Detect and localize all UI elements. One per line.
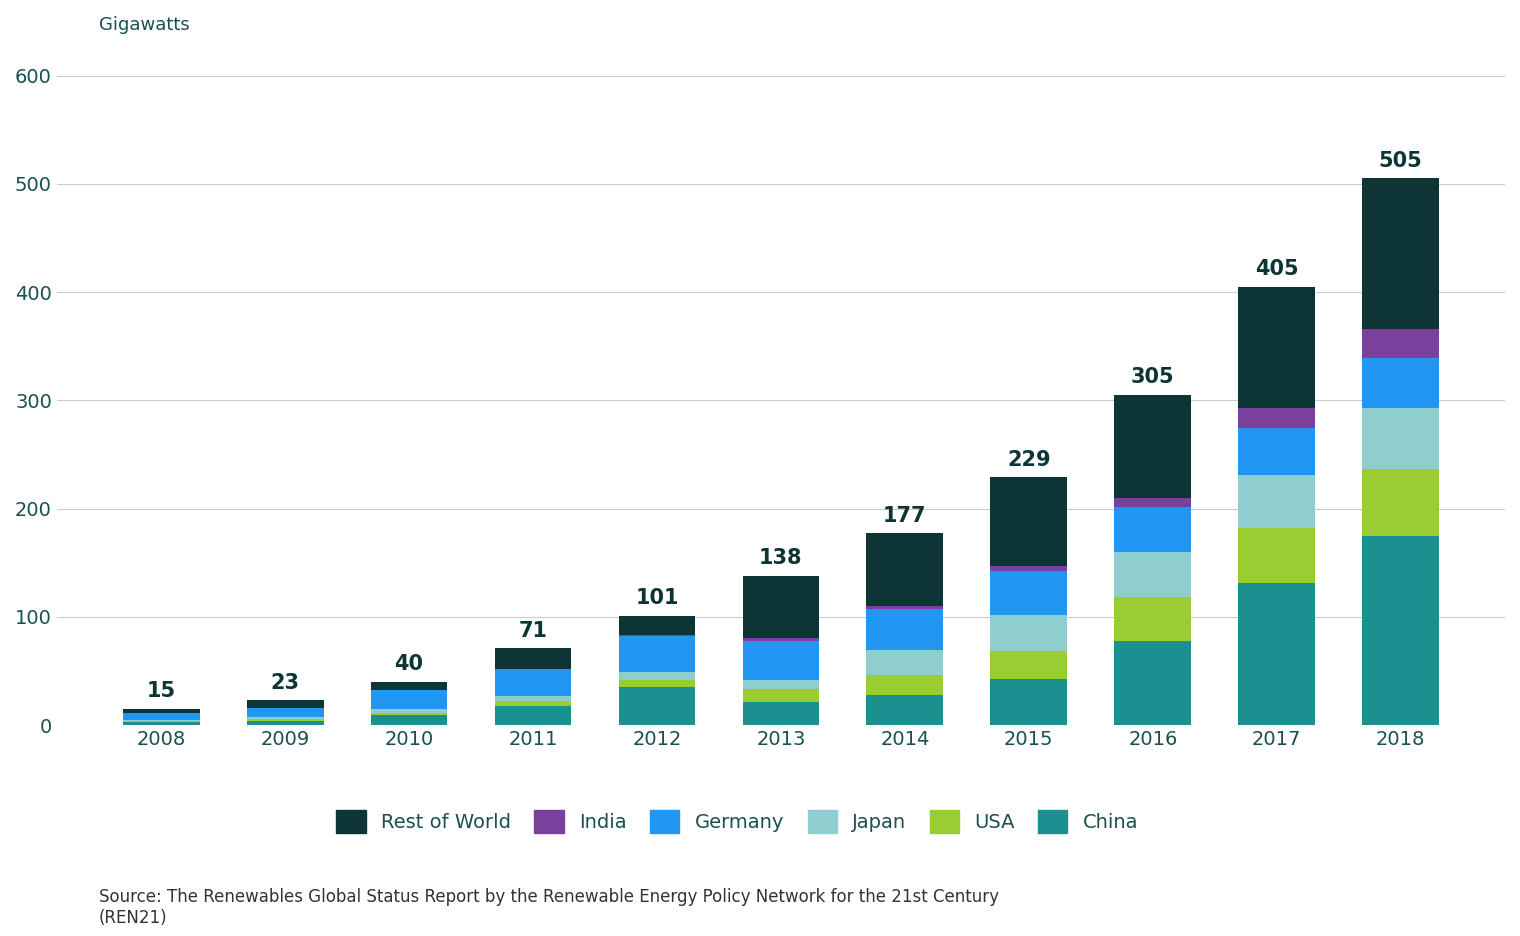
Bar <box>1114 552 1192 597</box>
Bar <box>123 722 199 725</box>
Text: 305: 305 <box>1131 367 1175 388</box>
Bar <box>619 616 695 636</box>
Bar <box>494 706 572 725</box>
Bar <box>494 701 572 706</box>
Text: 40: 40 <box>395 654 424 674</box>
Bar <box>246 718 324 719</box>
Bar <box>123 721 199 722</box>
Text: Gigawatts: Gigawatts <box>99 17 190 35</box>
Bar <box>371 691 447 709</box>
Bar <box>742 640 819 680</box>
Bar <box>1114 498 1192 507</box>
Bar <box>619 636 695 672</box>
Bar <box>866 675 944 695</box>
Bar <box>619 687 695 725</box>
Bar <box>1362 535 1439 725</box>
Bar <box>619 672 695 680</box>
Bar <box>1114 395 1192 498</box>
Bar <box>246 708 324 718</box>
Bar <box>866 651 944 675</box>
Bar <box>991 651 1067 679</box>
Bar <box>991 679 1067 725</box>
Bar <box>1239 286 1315 408</box>
Bar <box>1239 528 1315 583</box>
Bar <box>494 695 572 701</box>
Bar <box>1239 429 1315 475</box>
Bar <box>1114 597 1192 640</box>
Bar <box>866 695 944 725</box>
Bar <box>1362 469 1439 535</box>
Bar <box>371 709 447 713</box>
Bar <box>866 534 944 606</box>
Bar <box>371 713 447 715</box>
Text: 505: 505 <box>1379 151 1423 171</box>
Bar <box>246 719 324 721</box>
Bar <box>1362 179 1439 329</box>
Text: 71: 71 <box>518 621 547 640</box>
Text: 229: 229 <box>1008 449 1050 470</box>
Text: 101: 101 <box>635 588 679 608</box>
Bar <box>991 571 1067 615</box>
Bar <box>742 576 819 638</box>
Bar <box>494 668 572 695</box>
Bar <box>866 606 944 609</box>
Bar <box>123 709 199 713</box>
Text: 138: 138 <box>758 548 803 568</box>
Text: 15: 15 <box>146 681 176 701</box>
Text: 405: 405 <box>1256 259 1298 279</box>
Bar <box>1114 640 1192 725</box>
Bar <box>123 713 199 720</box>
Bar <box>246 700 324 708</box>
Text: 177: 177 <box>883 505 927 526</box>
Bar <box>1362 358 1439 408</box>
Bar <box>123 720 199 721</box>
Bar <box>371 715 447 725</box>
Bar <box>1114 507 1192 552</box>
Bar <box>742 702 819 725</box>
Bar <box>371 681 447 691</box>
Bar <box>866 609 944 651</box>
Bar <box>991 477 1067 566</box>
Bar <box>742 680 819 689</box>
Bar <box>1239 583 1315 725</box>
Bar <box>991 566 1067 571</box>
Bar <box>1239 475 1315 528</box>
Bar <box>742 638 819 640</box>
Bar <box>1362 329 1439 358</box>
Bar <box>1239 408 1315 429</box>
Bar <box>742 689 819 702</box>
Bar <box>1362 408 1439 469</box>
Legend: Rest of World, India, Germany, Japan, USA, China: Rest of World, India, Germany, Japan, US… <box>328 802 1146 841</box>
Bar <box>246 721 324 725</box>
Bar <box>619 680 695 687</box>
Bar <box>494 649 572 668</box>
Text: 23: 23 <box>271 673 299 693</box>
Text: Source: The Renewables Global Status Report by the Renewable Energy Policy Netwo: Source: The Renewables Global Status Rep… <box>99 888 999 927</box>
Bar <box>991 615 1067 651</box>
